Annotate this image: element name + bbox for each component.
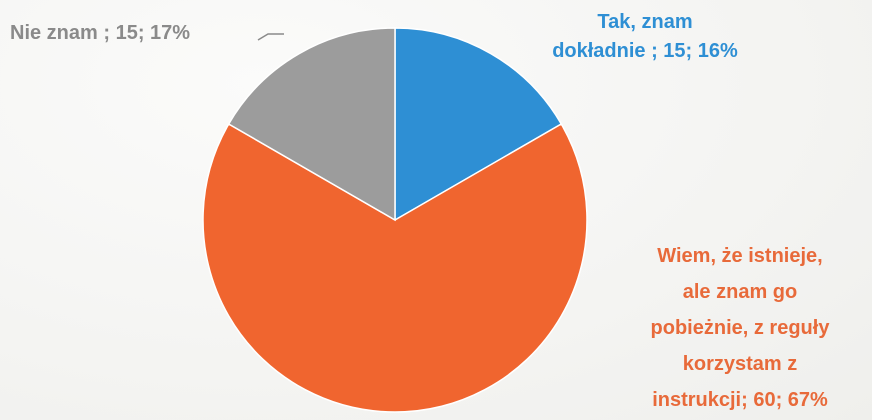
slice-label-line: Nie znam ; 15; 17% <box>10 22 190 44</box>
slice-label-1: Tak, znam dokładnie ; 15; 16% <box>552 11 738 62</box>
slice-label-line: ale znam go <box>683 281 797 303</box>
slice-label-2: Wiem, że istnieje, ale znam go pobieżnie, … <box>651 245 831 411</box>
slice-label-line: instrukcji; 60; 67% <box>652 389 828 411</box>
slice-label-line: korzystam z <box>683 353 798 375</box>
leader-line <box>257 33 284 41</box>
leader-lines <box>257 33 284 41</box>
pie-slice-2 <box>202 122 588 413</box>
slice-label-line: Wiem, że istnieje, <box>657 245 822 267</box>
pie-slice-1 <box>394 27 563 222</box>
slice-labels: Tak, znam dokładnie ; 15; 16% Wiem, że ist… <box>10 11 830 411</box>
slice-label-3: Nie znam ; 15; 17% <box>10 22 190 44</box>
pie-slice-3 <box>227 27 396 222</box>
slice-label-line: Tak, znam <box>597 11 692 33</box>
pie-slices <box>202 27 588 413</box>
slice-label-line: dokładnie ; 15; 16% <box>552 40 738 62</box>
slice-label-line: pobieżnie, z reguły <box>651 317 831 339</box>
